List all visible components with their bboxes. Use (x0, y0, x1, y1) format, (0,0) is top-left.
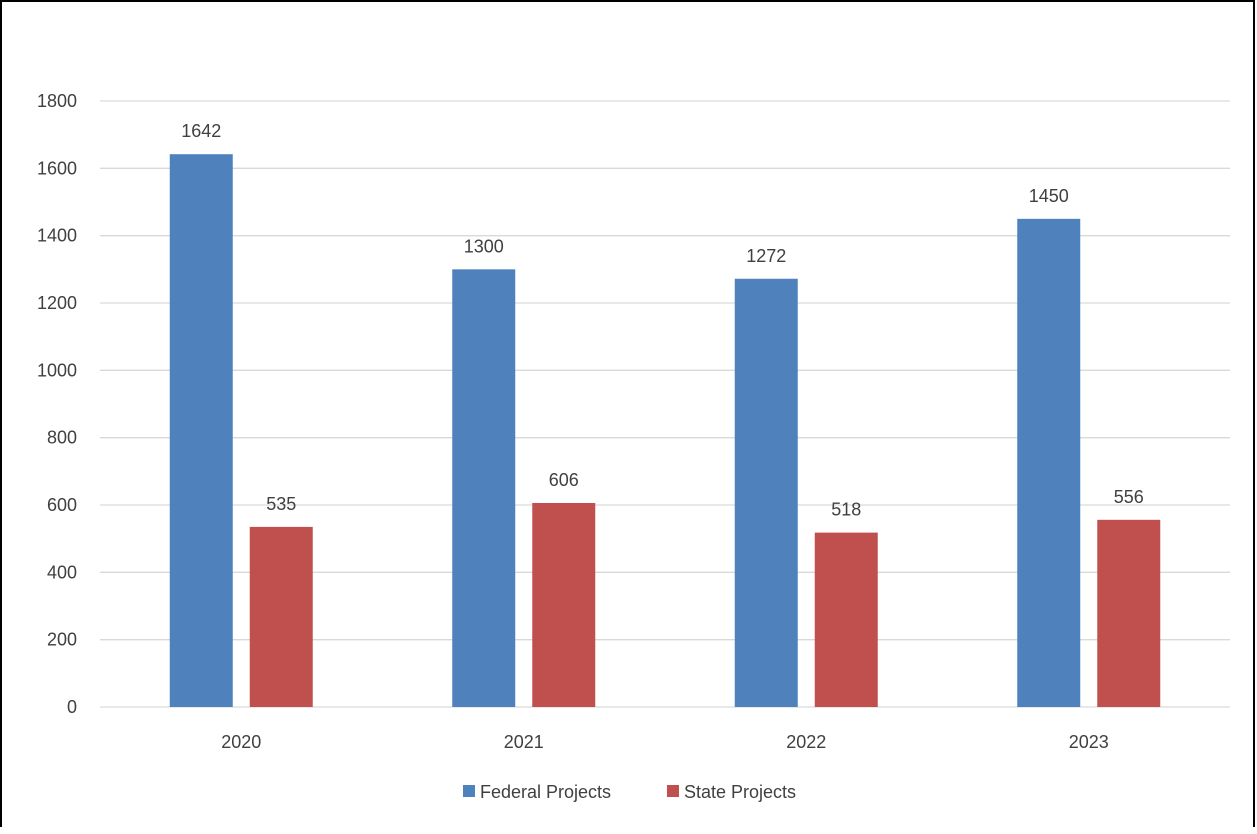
bar-state-projects (532, 502, 596, 707)
y-tick-label: 1800 (37, 91, 77, 111)
y-tick-label: 1400 (37, 226, 77, 246)
x-tick-label: 2023 (1069, 732, 1109, 752)
data-label: 1300 (464, 236, 504, 256)
y-tick-label: 1000 (37, 360, 77, 380)
y-tick-label: 400 (47, 562, 77, 582)
legend-label: Federal Projects (480, 782, 611, 802)
x-axis-ticks: 2020 2021 2022 2023 (221, 732, 1109, 752)
legend-swatch (463, 785, 475, 797)
legend: Federal Projects State Projects (463, 782, 796, 802)
bar-federal-projects (1017, 218, 1081, 708)
y-tick-label: 200 (47, 630, 77, 650)
bar-state-projects (814, 532, 878, 707)
y-tick-label: 1200 (37, 293, 77, 313)
bar-state-projects (249, 526, 313, 707)
y-tick-label: 1600 (37, 158, 77, 178)
bar-federal-projects (734, 278, 798, 707)
data-labels: 1642 535 1300 606 1272 518 1450 556 (181, 121, 1144, 519)
bars (169, 154, 1161, 708)
legend-swatch (667, 785, 679, 797)
y-tick-label: 800 (47, 428, 77, 448)
data-label: 1272 (746, 246, 786, 266)
y-axis-ticks: 0 200 400 600 800 1000 1200 1400 1600 1800 (37, 91, 77, 717)
y-tick-label: 600 (47, 495, 77, 515)
y-tick-label: 0 (67, 697, 77, 717)
bar-federal-projects (452, 269, 516, 707)
x-tick-label: 2022 (786, 732, 826, 752)
bar-state-projects (1097, 519, 1161, 707)
data-label: 1642 (181, 121, 221, 141)
data-label: 1450 (1029, 186, 1069, 206)
data-label: 518 (831, 500, 861, 520)
x-tick-label: 2020 (221, 732, 261, 752)
bar-federal-projects (169, 154, 233, 707)
data-label: 556 (1114, 487, 1144, 507)
legend-label: State Projects (684, 782, 796, 802)
data-label: 606 (549, 470, 579, 490)
data-label: 535 (266, 494, 296, 514)
x-tick-label: 2021 (504, 732, 544, 752)
